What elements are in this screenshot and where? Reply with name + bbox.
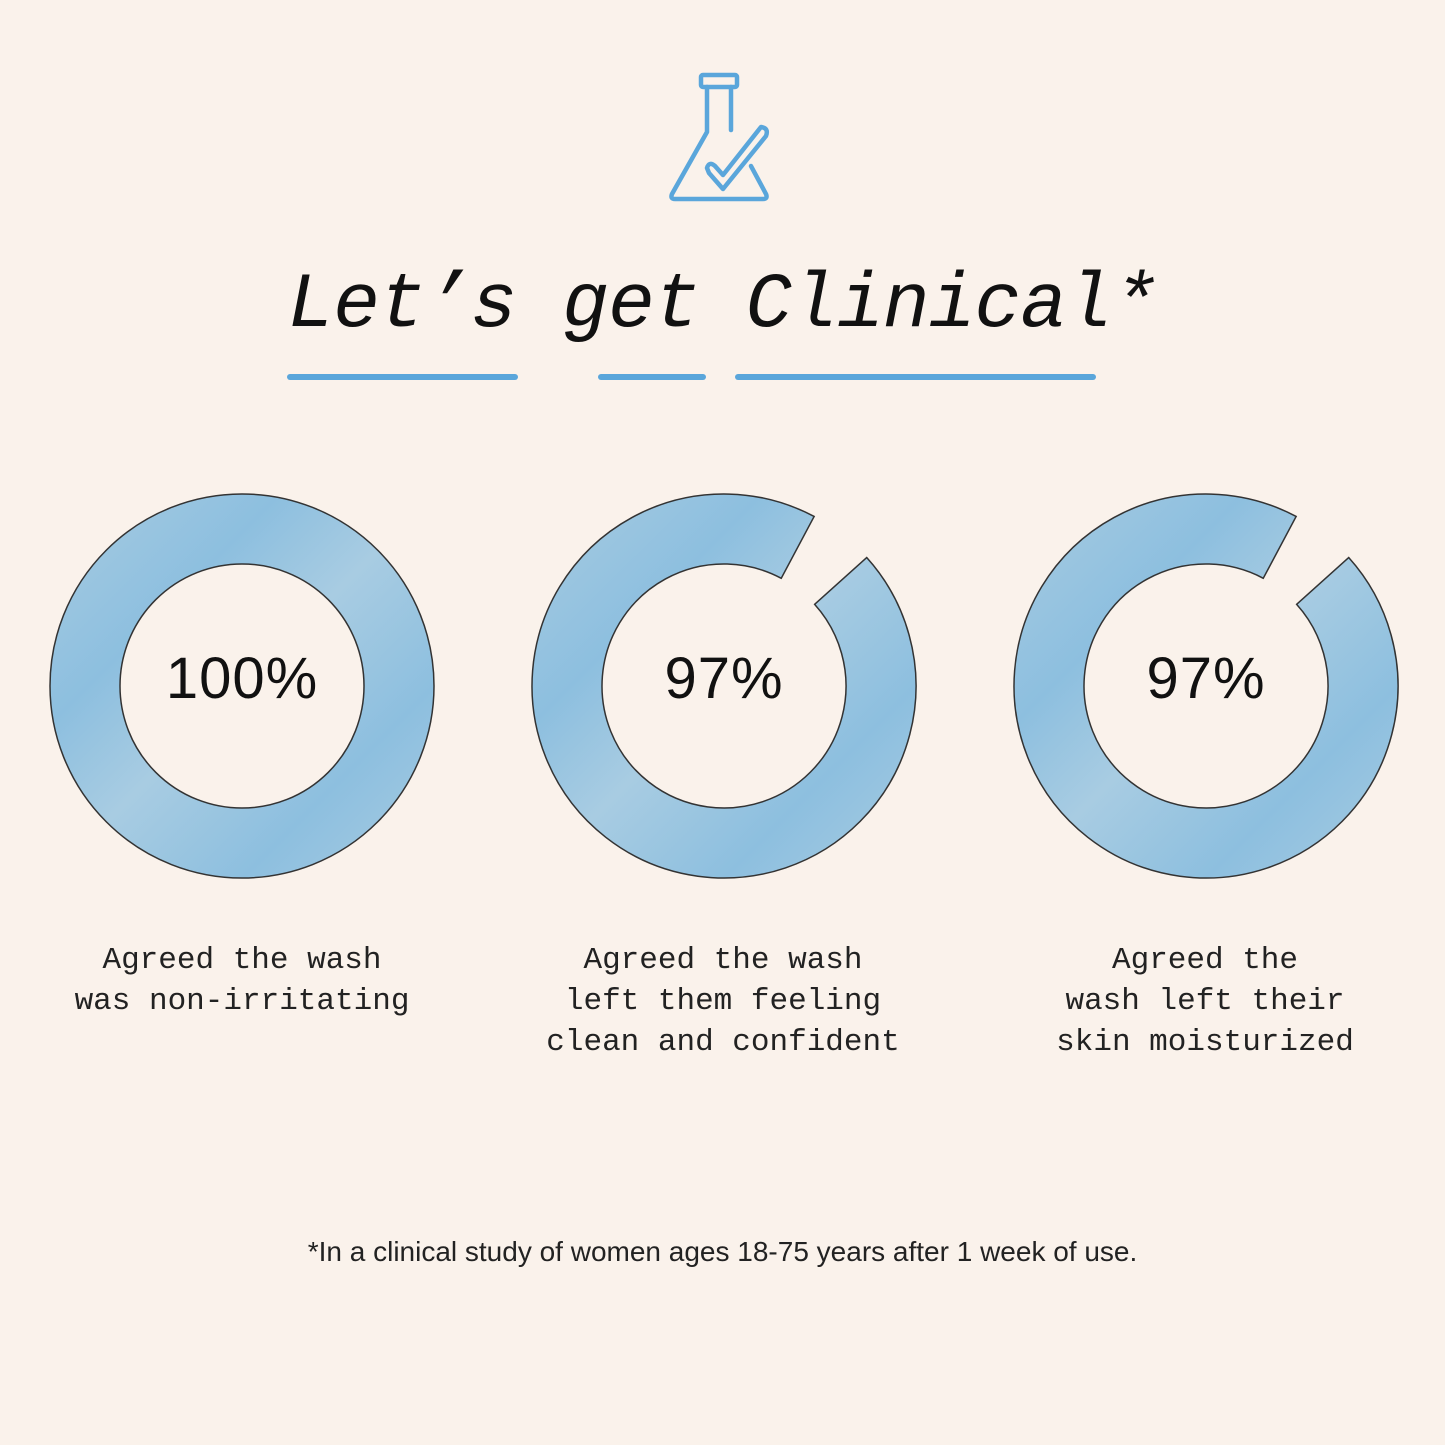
- title-underline: [735, 374, 1096, 380]
- title-underline: [598, 374, 706, 380]
- caption: Agreed the wash left their skin moisturi…: [1056, 943, 1354, 1060]
- title-underline: [287, 374, 518, 380]
- beaker-check-icon: [669, 72, 770, 202]
- caption: Agreed the wash was non-irritating: [74, 943, 410, 1019]
- value-label: 100%: [165, 646, 319, 711]
- donut-chart-3: [1013, 493, 1399, 879]
- donut-chart-2: [531, 493, 917, 879]
- caption: Agreed the wash left them feeling clean …: [546, 943, 900, 1060]
- donut-chart-1: [49, 493, 435, 879]
- value-label: 97%: [1146, 646, 1266, 711]
- donut-arc: [1013, 493, 1399, 879]
- donut-arc: [531, 493, 917, 879]
- value-label: 97%: [664, 646, 784, 711]
- donut-arc: [49, 493, 435, 879]
- footnote: *In a clinical study of women ages 18-75…: [307, 1236, 1138, 1267]
- page-title: Let’s get Clinical*: [287, 262, 1158, 350]
